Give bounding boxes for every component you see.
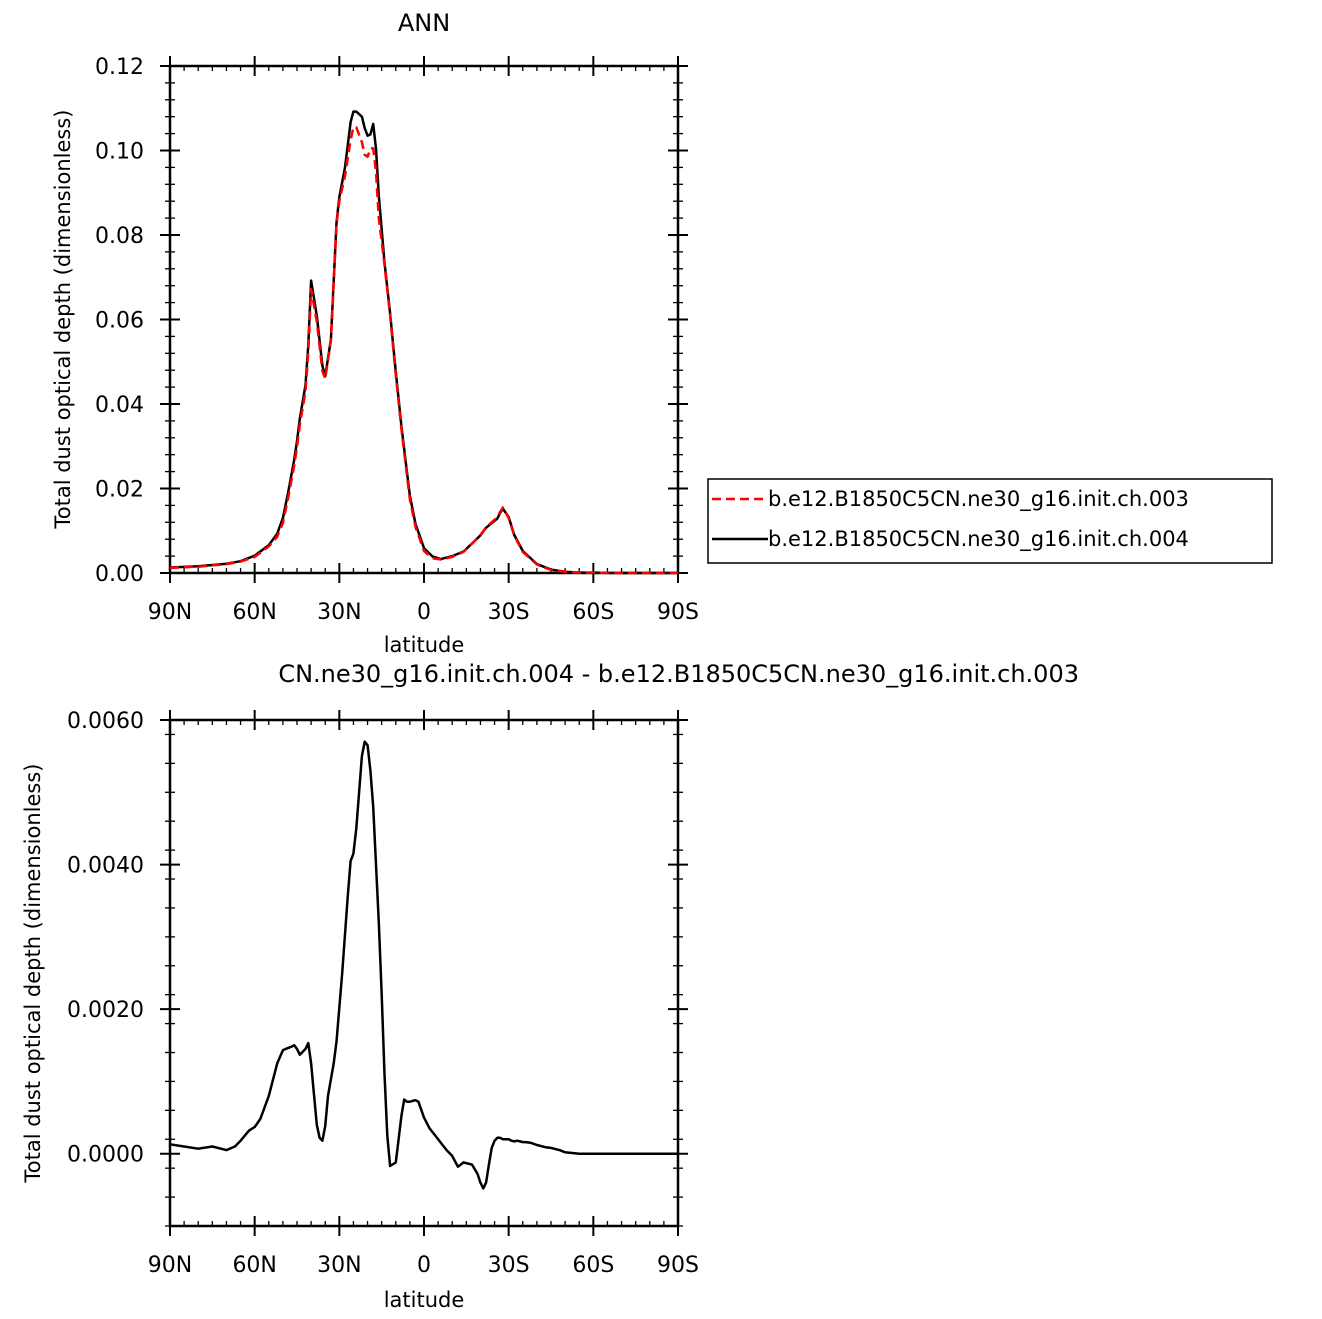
- panel1-y-tick-label: 0.04: [95, 393, 144, 418]
- legend-label-series-004: b.e12.B1850C5CN.ne30_g16.init.ch.004: [768, 527, 1189, 552]
- panel2-x-tick-label: 90S: [657, 1253, 699, 1278]
- panel2-y-tick-label: 0.0020: [67, 998, 144, 1023]
- panel1-x-tick-label: 60N: [232, 600, 276, 625]
- panel-annual-mean: ANN 90N 60N 30N 0 30S 60S 90S 0.00 0.02 0.04 0.06 0…: [51, 9, 1273, 657]
- panel1-y-axis-label: Total dust optical depth (dimensionless): [51, 110, 75, 530]
- panel1-x-tick-label: 90N: [148, 600, 192, 625]
- panel1-x-tick-label: 0: [417, 600, 431, 625]
- panel1-x-tick-label: 30S: [488, 600, 530, 625]
- panel2-x-tick-label: 30S: [488, 1253, 530, 1278]
- panel1-series-line-0: [169, 126, 678, 575]
- panel2-x-axis-label: latitude: [384, 1288, 465, 1312]
- legend: b.e12.B1850C5CN.ne30_g16.init.ch.003 b.e…: [707, 478, 1273, 564]
- panel2-series-line-0: [169, 740, 678, 1190]
- panel2-x-tick-label: 90N: [148, 1253, 192, 1278]
- panel2-x-tick-label: 0: [417, 1253, 431, 1278]
- panel2-y-axis-label: Total dust optical depth (dimensionless): [21, 764, 45, 1184]
- panel1-y-tick-label: 0.00: [95, 562, 144, 587]
- panel1-y-tick-label: 0.08: [95, 224, 144, 249]
- panel2-y-tick-label: 0.0000: [67, 1143, 144, 1168]
- panel2-y-tick-label: 0.0040: [67, 854, 144, 879]
- panel1-x-axis-label: latitude: [384, 633, 465, 657]
- panel1-title: ANN: [398, 9, 450, 37]
- panel2-x-tick-label: 60N: [232, 1253, 276, 1278]
- panel1-x-tick-label: 60S: [572, 600, 614, 625]
- panel2-title: CN.ne30_g16.init.ch.004 - b.e12.B1850C5C…: [278, 660, 1079, 688]
- panel1-x-tick-label: 30N: [317, 600, 361, 625]
- panel2-plot-area: 90N 60N 30N 0 30S 60S 90S 0.0000 0.0020 0.0040 0.0…: [67, 709, 699, 1278]
- legend-box: [707, 478, 1273, 564]
- panel2-x-tick-label: 60S: [572, 1253, 614, 1278]
- panel2-y-tick-label: 0.0060: [67, 709, 144, 734]
- panel1-frame: [168, 64, 680, 575]
- panel1-y-tick-label: 0.02: [95, 478, 144, 503]
- panel2-x-tick-label: 30N: [317, 1253, 361, 1278]
- panel2-frame: [168, 718, 680, 1228]
- panel1-y-tick-label: 0.12: [95, 55, 144, 80]
- panel1-y-tick-label: 0.10: [95, 140, 144, 165]
- legend-label-series-003: b.e12.B1850C5CN.ne30_g16.init.ch.003: [768, 487, 1189, 512]
- panel-difference: CN.ne30_g16.init.ch.004 - b.e12.B1850C5C…: [21, 660, 1079, 1312]
- panel1-plot-area: 90N 60N 30N 0 30S 60S 90S 0.00 0.02 0.04 0.06 0.08 0…: [95, 55, 699, 625]
- panel1-y-tick-label: 0.06: [95, 309, 144, 334]
- panel1-series-line-1: [169, 110, 678, 575]
- panel1-x-tick-label: 90S: [657, 600, 699, 625]
